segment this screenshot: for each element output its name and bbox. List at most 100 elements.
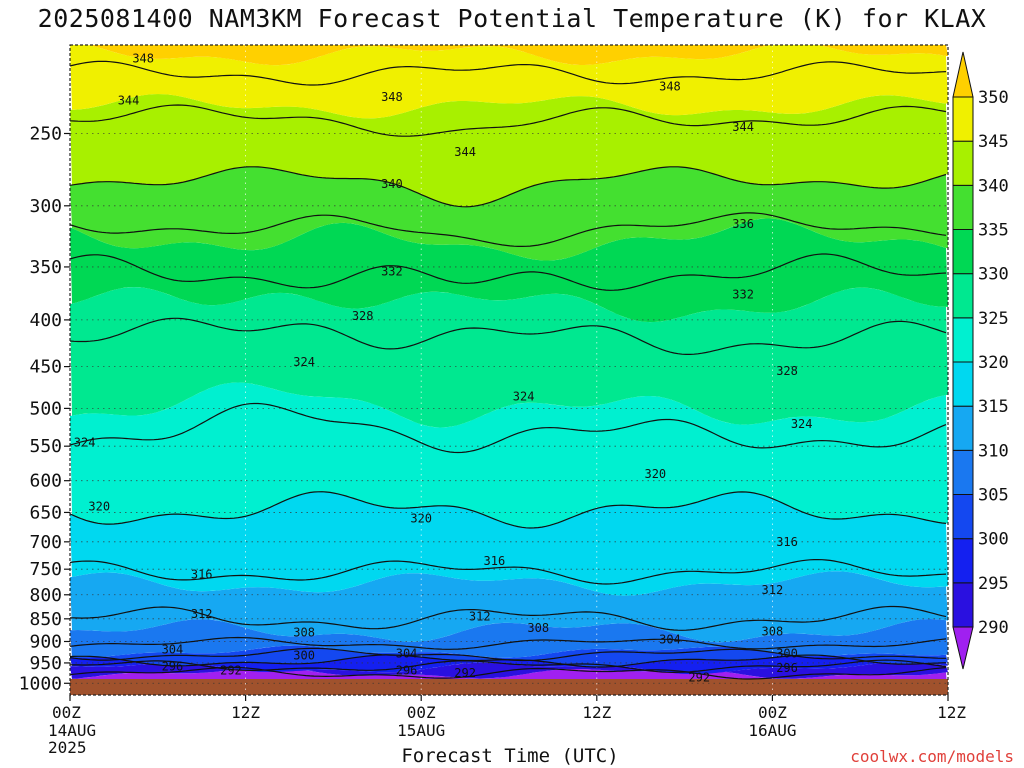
contour-label: 300 [776, 647, 798, 661]
theta-band-330 [70, 218, 948, 323]
contour-label: 304 [162, 642, 184, 656]
contour-304 [70, 647, 946, 662]
chart-title: 2025081400 NAM3KM Forecast Potential Tem… [37, 4, 987, 33]
colorbar-label: 290 [978, 618, 1009, 638]
contour-label: 332 [732, 287, 754, 301]
contour-label: 296 [396, 663, 418, 677]
colorbar-box-300 [952, 494, 974, 540]
y-tick-label: 750 [29, 559, 62, 580]
contour-label: 316 [776, 535, 798, 549]
colorbar-box-335 [952, 184, 974, 230]
contour-320 [70, 491, 947, 529]
y-tick-label: 900 [29, 631, 62, 652]
contour-label: 344 [732, 120, 754, 134]
colorbar-label: 325 [978, 309, 1009, 329]
contour-label: 292 [220, 663, 242, 677]
contour-336 [70, 212, 947, 247]
theta-band-325 [70, 287, 948, 428]
ground-layer [70, 679, 948, 695]
contour-label: 328 [352, 309, 374, 323]
colorbar-label: 345 [978, 132, 1009, 152]
x-tick-label: 00Z [407, 703, 436, 722]
theta-band-305 [70, 619, 948, 658]
contour-label: 336 [732, 217, 754, 231]
colorbar-label: 315 [978, 397, 1009, 417]
y-tick-label: 400 [29, 310, 62, 331]
colorbar-box-290 [952, 582, 974, 628]
contour-labels: 348 348 348 344 344 344 340 336 332 332 328 328 324 3… [74, 52, 813, 685]
site-credit[interactable]: coolwx.com/models [850, 747, 1014, 766]
contour-label: 308 [527, 621, 549, 635]
colorbar-label: 295 [978, 574, 1009, 594]
contour-label: 324 [74, 436, 96, 450]
x-tick-date: 16AUG [748, 721, 796, 740]
contour-label: 312 [191, 607, 213, 621]
x-tick-date: 14AUG [48, 721, 96, 740]
y-tick-label: 1000 [19, 673, 62, 694]
theta-fill-bands [70, 45, 948, 695]
colorbar-label: 300 [978, 530, 1009, 550]
contour-label: 320 [88, 499, 110, 513]
contour-label: 332 [381, 264, 403, 278]
y-tick-label: 800 [29, 585, 62, 606]
contour-308 [70, 636, 947, 650]
contour-332 [70, 253, 947, 291]
y-tick-label: 250 [29, 123, 62, 144]
x-tick-label: 00Z [758, 703, 787, 722]
contour-label: 324 [293, 355, 315, 369]
y-tick-label: 350 [29, 257, 62, 278]
theta-band-310 [70, 571, 948, 643]
theta-band-315 [70, 491, 948, 596]
colorbar-top-arrow [952, 51, 974, 98]
y-tick-label: 850 [29, 609, 62, 630]
contour-label: 324 [513, 389, 535, 403]
contour-label: 348 [381, 90, 403, 104]
y-tick-label: 300 [29, 196, 62, 217]
y-tick-label: 600 [29, 471, 62, 492]
colorbar-box-345 [952, 96, 974, 142]
x-tick-label: 12Z [937, 703, 966, 722]
colorbar-box-295 [952, 538, 974, 584]
theta-band-320 [70, 382, 948, 528]
theta-band-335 [70, 166, 948, 261]
contour-label: 328 [776, 364, 798, 378]
contour-label: 304 [659, 632, 681, 646]
y-axis: 250 300 350 400 450 500 550 600 650 700 750 800 8509… [19, 123, 70, 694]
contour-312 [70, 605, 947, 631]
contour-296 [70, 659, 947, 674]
y-tick-label: 700 [29, 532, 62, 553]
contour-340 [70, 166, 947, 208]
colorbar-label: 335 [978, 221, 1009, 241]
contour-label: 344 [118, 93, 140, 107]
x-tick-label: 12Z [582, 703, 611, 722]
contour-label: 344 [454, 145, 476, 159]
contour-label: 300 [293, 648, 315, 662]
contour-label: 308 [762, 625, 784, 639]
colorbar-box-305 [952, 449, 974, 496]
y-tick-label: 500 [29, 398, 62, 419]
contour-316 [70, 559, 947, 585]
theta-band-300 [70, 645, 948, 667]
y-tick-label: 650 [29, 502, 62, 523]
colorbar-box-315 [952, 361, 974, 407]
theta-band-350 [70, 45, 948, 66]
colorbar-label: 340 [978, 176, 1009, 196]
colorbar-box-325 [952, 273, 974, 319]
contour-label: 348 [659, 79, 681, 93]
contour-348 [70, 60, 947, 86]
colorbar-label: 350 [978, 88, 1009, 108]
contour-label: 340 [381, 177, 403, 191]
colorbar-bottom-arrow [952, 626, 974, 670]
contour-label: 316 [484, 554, 506, 568]
x-tick-label: 12Z [231, 703, 260, 722]
contour-label: 296 [776, 661, 798, 675]
contour-label: 324 [791, 417, 813, 431]
contour-label: 316 [191, 567, 213, 581]
contour-label: 320 [410, 511, 432, 525]
contour-label: 320 [644, 467, 666, 481]
y-tick-label: 550 [29, 436, 62, 457]
y-tick-label: 450 [29, 357, 62, 378]
contour-label: 292 [688, 670, 710, 684]
